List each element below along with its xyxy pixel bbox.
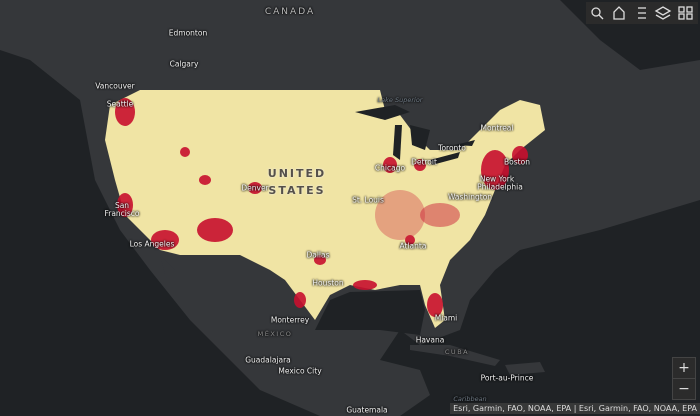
city-label: Los Angeles <box>129 239 175 249</box>
city-label: Detroit <box>411 157 437 167</box>
toolbar <box>586 2 698 24</box>
hispaniola <box>505 362 545 375</box>
city-label: Miami <box>434 313 458 323</box>
attribution: Esri, Garmin, FAO, NOAA, EPA | Esri, Gar… <box>450 403 700 414</box>
city-label: Port-au-Prince <box>480 373 534 383</box>
city-label: San Francisco <box>104 201 140 218</box>
city-label: Calgary <box>169 59 199 69</box>
water-label: Caribbean <box>453 395 487 403</box>
country-label: CUBA <box>444 348 470 356</box>
city-label: New York <box>479 174 515 184</box>
zoom-controls: + − <box>672 357 696 400</box>
home-button[interactable] <box>613 6 625 20</box>
gulf-water <box>315 290 425 335</box>
city-label: St. Louis <box>352 195 384 205</box>
country-label: UNITED STATES <box>267 167 327 197</box>
city-label: Monterrey <box>270 315 310 325</box>
city-label: Mexico City <box>278 366 322 376</box>
legend-button[interactable] <box>638 7 646 19</box>
city-label: Montreal <box>480 123 514 133</box>
city-label: Dallas <box>306 250 330 260</box>
city-label: Boston <box>504 157 530 167</box>
city-label: Guadalajara <box>245 355 291 365</box>
baja <box>160 255 215 330</box>
city-label: Vancouver <box>95 81 135 91</box>
water-label: Lake Superior <box>377 96 423 104</box>
hotspots <box>115 98 528 317</box>
country-label: MÉXICO <box>257 330 293 338</box>
city-label: Philadelphia <box>477 182 523 192</box>
city-label: Houston <box>312 278 344 288</box>
cuba <box>410 345 500 366</box>
city-label: Chicago <box>374 163 406 173</box>
city-label: Atlanta <box>399 241 427 251</box>
city-label: Guatemala <box>346 405 388 415</box>
search-button[interactable] <box>591 7 604 20</box>
city-label: Washington <box>447 192 493 202</box>
toolbar-icons <box>591 6 693 20</box>
basemap-button[interactable] <box>678 6 693 20</box>
zoom-in[interactable]: + <box>673 358 695 379</box>
us-counties <box>105 90 545 328</box>
city-label: Edmonton <box>168 28 208 38</box>
city-label: Toronto <box>438 143 466 153</box>
layers-button[interactable] <box>654 6 672 20</box>
zoom-out[interactable]: − <box>678 381 690 397</box>
city-label: Seattle <box>106 99 134 109</box>
city-label: Denver <box>241 183 269 193</box>
great-lakes <box>355 105 475 165</box>
country-label: CANADA <box>264 7 316 17</box>
city-label: Havana <box>415 335 445 345</box>
